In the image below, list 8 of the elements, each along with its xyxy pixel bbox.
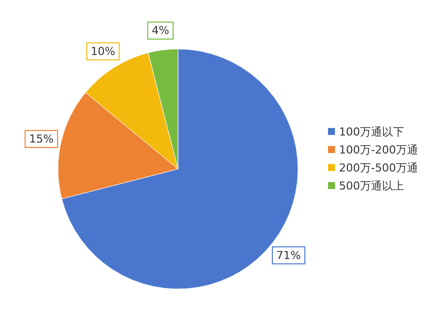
legend-label: 100万通以下 <box>339 126 404 138</box>
legend-label: 500万通以上 <box>339 180 404 192</box>
data-label: 4% <box>152 24 170 38</box>
legend-label: 200万-500万通 <box>339 162 418 174</box>
data-label: 15% <box>29 132 54 146</box>
data-label: 71% <box>276 248 301 262</box>
legend-label: 100万-200万通 <box>339 144 418 156</box>
data-label: 10% <box>90 44 116 58</box>
